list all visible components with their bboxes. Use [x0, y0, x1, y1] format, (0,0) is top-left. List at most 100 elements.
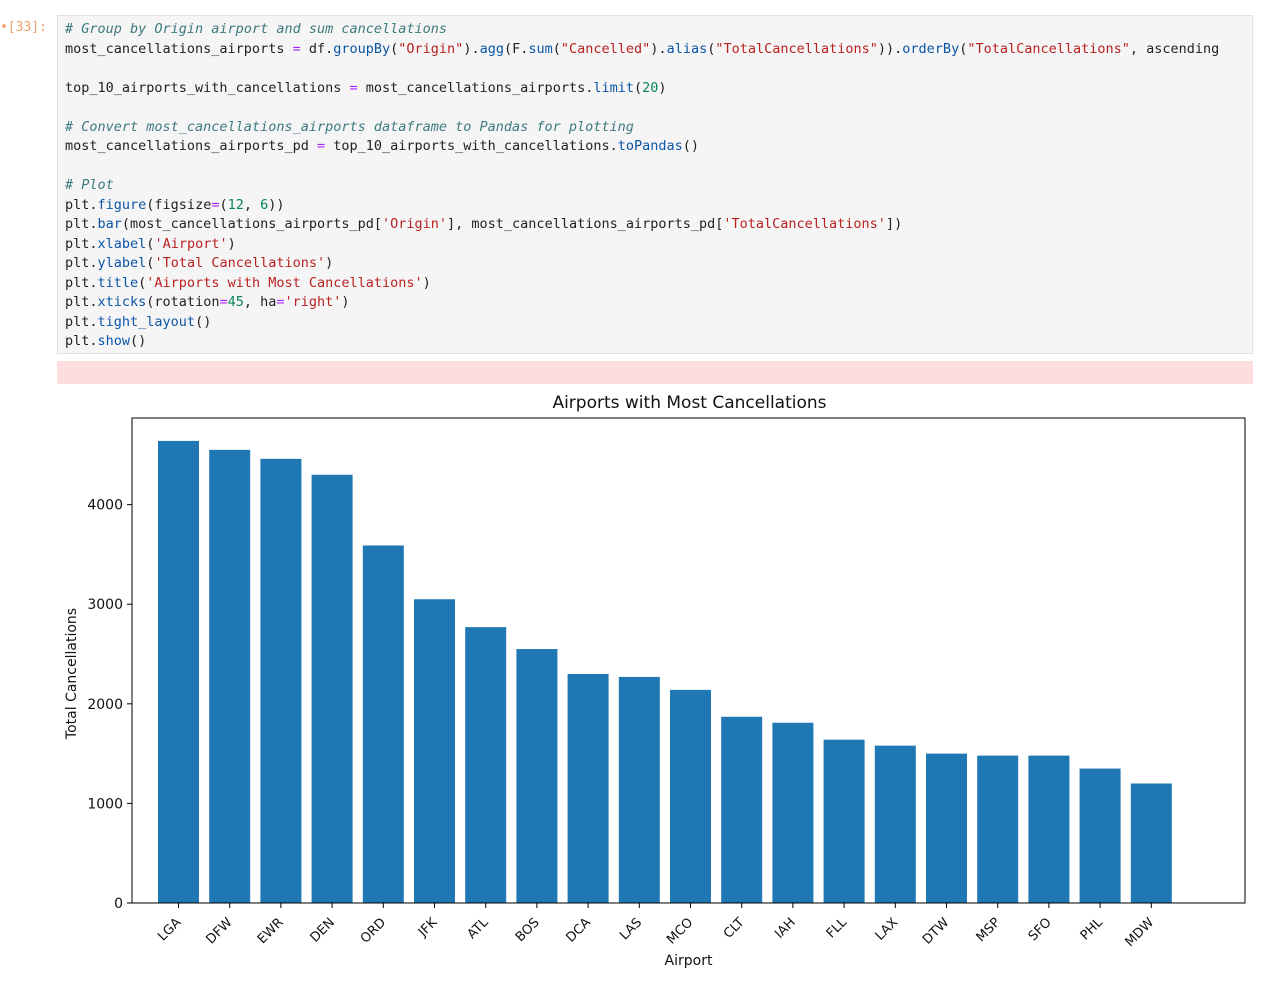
- chart-bar: [1079, 768, 1121, 903]
- code-cell-editor[interactable]: # Group by Origin airport and sum cancel…: [57, 15, 1253, 354]
- code-token: 'right': [284, 294, 342, 310]
- code-token: plt.: [65, 196, 98, 213]
- code-token: ): [227, 235, 236, 252]
- plot-frame: [131, 417, 1246, 904]
- code-token: , ascending: [1129, 40, 1220, 57]
- code-token: (): [130, 333, 147, 349]
- x-tick-label: IAH: [772, 915, 799, 942]
- code-token: plt.: [65, 235, 98, 252]
- code-line: plt.tight_layout(): [65, 312, 211, 332]
- code-token: plt.: [65, 216, 98, 232]
- chart-bar: [209, 449, 251, 903]
- code-token: 'Total Cancellations': [154, 255, 326, 271]
- chart-bar: [414, 599, 455, 903]
- x-tick-label: EWR: [255, 915, 287, 947]
- code-token: alias: [666, 40, 708, 57]
- x-tick-label: LGA: [155, 915, 184, 944]
- chart-bar: [618, 676, 660, 903]
- code-token: =: [349, 79, 358, 96]
- x-tick-label: SFO: [1026, 915, 1055, 944]
- x-tick-label: FLL: [824, 915, 851, 942]
- cell-prompt: •[33]:: [0, 20, 56, 35]
- code-line: # Convert most_cancellations_airports da…: [65, 117, 634, 137]
- chart-bar: [721, 716, 763, 903]
- code-token: # Group by Origin airport and sum cancel…: [65, 21, 448, 37]
- code-token: groupBy: [333, 40, 391, 57]
- x-tick-label: LAX: [873, 915, 902, 944]
- chart-bar: [977, 755, 1019, 903]
- y-tick-label: 4000: [87, 498, 123, 514]
- code-token: "TotalCancellations": [967, 40, 1130, 57]
- code-token: (: [219, 196, 228, 213]
- code-token: tight_layout: [97, 313, 196, 330]
- chart-bar: [260, 458, 302, 903]
- x-tick-label: MCO: [664, 915, 696, 947]
- code-token: 'TotalCancellations': [723, 216, 886, 232]
- x-axis-label: Airport: [665, 953, 713, 969]
- chart-bar: [567, 673, 609, 903]
- code-line: top_10_airports_with_cancellations = mos…: [65, 78, 667, 98]
- code-token: plt.: [65, 313, 98, 330]
- code-token: most_cancellations_airports.: [357, 79, 594, 96]
- code-token: # Convert most_cancellations_airports da…: [65, 118, 634, 135]
- code-token: top_10_airports_with_cancellations.: [325, 138, 618, 154]
- code-token: show: [97, 333, 131, 349]
- chart-bar: [874, 745, 916, 903]
- x-tick-label: DFW: [203, 915, 235, 947]
- x-tick-label: MDW: [1122, 915, 1157, 950]
- code-token: toPandas: [617, 138, 683, 154]
- code-token: df.: [300, 40, 334, 57]
- x-tick-label: DCA: [564, 915, 594, 945]
- code-token: ).: [650, 40, 667, 57]
- code-line: plt.ylabel('Total Cancellations'): [65, 253, 333, 273]
- chart-bar: [362, 545, 404, 903]
- chart-bar: [465, 627, 507, 903]
- code-token: agg: [479, 40, 504, 57]
- code-token: ): [658, 79, 667, 96]
- code-token: (rotation: [146, 294, 220, 310]
- code-token: 6: [260, 196, 269, 213]
- code-token: 'Origin': [382, 216, 448, 232]
- chart-bar: [311, 474, 353, 903]
- y-tick-label: 3000: [87, 597, 123, 613]
- code-line: plt.figure(figsize=(12, 6)): [65, 195, 285, 215]
- code-token: (): [195, 313, 212, 330]
- code-token: (: [552, 40, 561, 57]
- chart-bar: [823, 739, 865, 903]
- code-token: (: [146, 255, 155, 271]
- code-token: , ha: [243, 294, 277, 310]
- code-token: =: [292, 40, 301, 57]
- code-token: 45: [227, 294, 244, 310]
- code-token: (: [633, 79, 643, 96]
- cell-prompt-label: [33]:: [7, 20, 47, 35]
- code-line: # Group by Origin airport and sum cancel…: [65, 19, 447, 39]
- code-token: ,: [243, 196, 261, 213]
- code-token: 20: [642, 79, 659, 96]
- x-tick-label: ORD: [358, 915, 389, 946]
- chart-bar: [670, 689, 711, 903]
- code-token: ]): [885, 216, 903, 232]
- code-token: plt.: [65, 255, 98, 271]
- code-token: "Origin": [398, 40, 464, 57]
- code-line: # Plot: [65, 175, 114, 195]
- code-token: =: [211, 196, 220, 213]
- code-token: (most_cancellations_airports_pd[: [121, 216, 382, 232]
- code-token: ylabel: [97, 255, 147, 271]
- chart-bar: [1028, 755, 1070, 903]
- code-line: most_cancellations_airports_pd = top_10_…: [65, 136, 699, 156]
- code-token: (: [707, 40, 716, 57]
- chart-bar: [158, 440, 199, 903]
- code-line: plt.show(): [65, 331, 146, 351]
- code-line: plt.bar(most_cancellations_airports_pd['…: [65, 214, 902, 234]
- code-token: =: [276, 294, 285, 310]
- y-tick-label: 0: [114, 896, 123, 912]
- code-token: "Cancelled": [560, 40, 651, 57]
- y-tick-label: 2000: [87, 697, 123, 713]
- x-tick-label: DTW: [920, 915, 952, 947]
- x-tick-label: MSP: [974, 915, 1004, 945]
- code-token: plt.: [65, 294, 98, 310]
- code-token: # Plot: [65, 177, 114, 193]
- code-token: limit: [593, 79, 634, 96]
- code-token: figure: [97, 196, 147, 213]
- code-token: ): [325, 255, 334, 271]
